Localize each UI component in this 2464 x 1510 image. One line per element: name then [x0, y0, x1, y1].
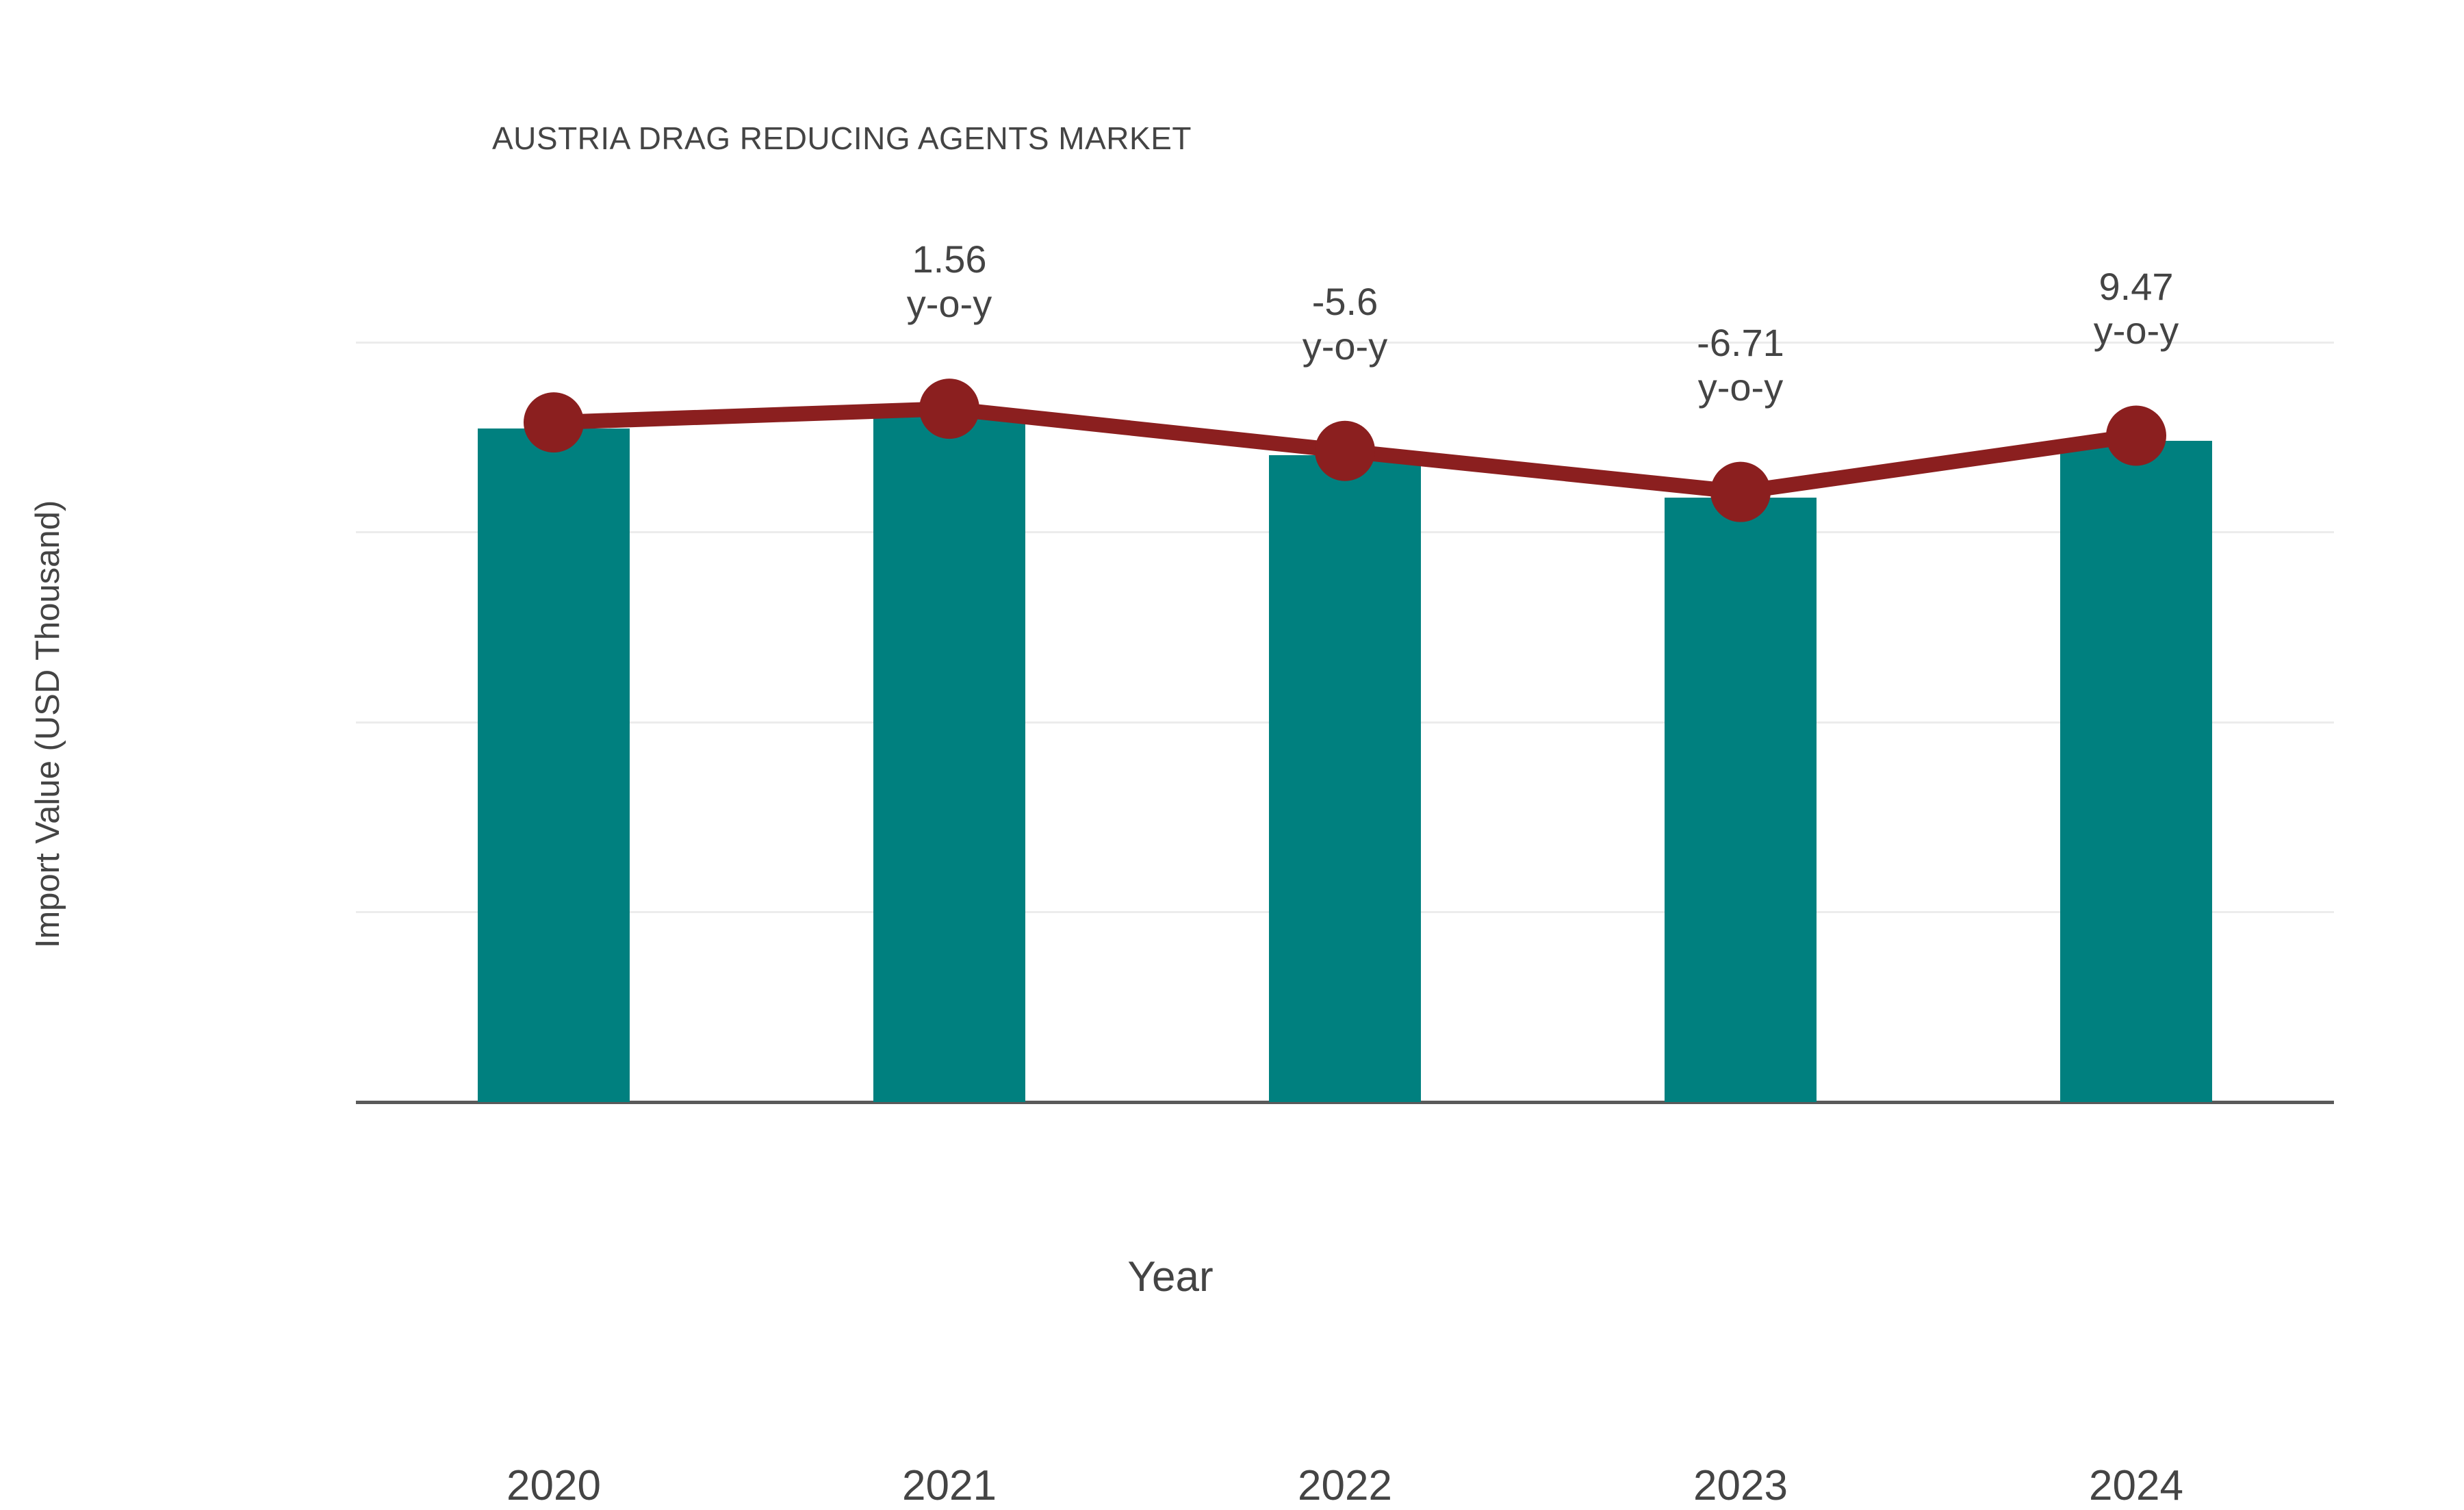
data-label-value: -6.71 [1697, 320, 1784, 364]
x-axis-tick-label: 2020 [506, 1462, 601, 1509]
data-label-value: 1.56 [912, 238, 987, 281]
data-label-suffix: y-o-y [906, 282, 992, 326]
chart-container: AUSTRIA DRAG REDUCING AGENTS MARKET Impo… [29, 120, 2334, 1509]
x-axis-tick-label: 2021 [902, 1462, 997, 1509]
data-label: -5.6 y-o-y [1188, 280, 1502, 369]
data-label: 1.56 y-o-y [792, 238, 1107, 327]
x-axis-tick-label: 2024 [2089, 1462, 2183, 1509]
bar[interactable] [2060, 441, 2212, 1102]
gridline [356, 341, 2334, 344]
x-axis-tick-label: 2022 [1298, 1462, 1392, 1509]
x-axis-line [356, 1101, 2334, 1104]
bar[interactable] [1269, 455, 1421, 1102]
x-axis-title: Year [1127, 1253, 1214, 1301]
data-label-suffix: y-o-y [1697, 365, 1784, 409]
x-axis-tick-label: 2023 [1693, 1462, 1788, 1509]
data-label: -6.71 y-o-y [1583, 321, 1898, 410]
data-label-value: -5.6 [1311, 279, 1378, 323]
data-label-value: 9.47 [2099, 264, 2174, 308]
bar[interactable] [1665, 497, 1817, 1102]
data-label: 9.47 y-o-y [1979, 265, 2294, 354]
bar[interactable] [478, 428, 630, 1102]
data-label-suffix: y-o-y [1302, 324, 1388, 368]
data-label-suffix: y-o-y [2093, 309, 2179, 353]
chart-title: AUSTRIA DRAG REDUCING AGENTS MARKET [492, 120, 1192, 156]
plot-area: 05000100001500020000 2020202120222023202… [356, 238, 2334, 1509]
y-axis-title: Import Value (USD Thousand) [29, 500, 66, 949]
bar[interactable] [873, 413, 1025, 1102]
